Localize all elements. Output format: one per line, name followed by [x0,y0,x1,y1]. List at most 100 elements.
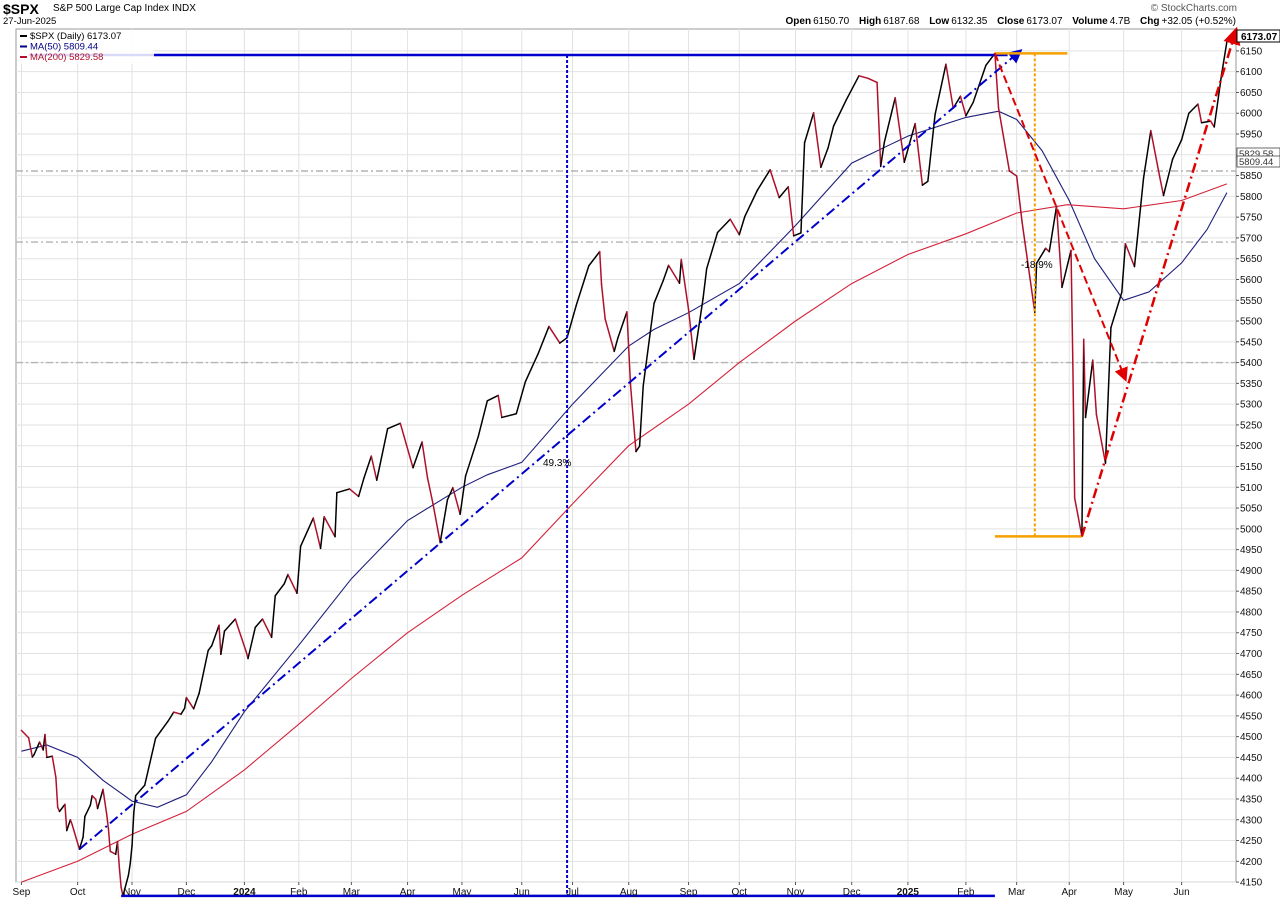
legend-entry: MA(50) 5809.44 [30,42,98,53]
price-segment-up [78,836,84,851]
price-segment-up [1104,326,1112,464]
price-segment-down [812,112,822,169]
price-segment-up [879,141,886,168]
price-segment-down [370,455,378,481]
y-tick-label: 5050 [1240,504,1263,515]
price-segment-down [27,737,34,758]
price-segment-up [58,803,66,813]
price-segment-up [154,730,162,740]
price-segment-up [1121,242,1127,294]
price-segment-down [1072,363,1076,499]
symbol-label: $SPX [3,1,39,17]
volume-value: 4.7B [1109,16,1131,27]
y-tick-label: 4800 [1240,607,1263,618]
price-segment-up [89,794,93,806]
price-segment-down [107,828,112,853]
price-segment-down [867,77,878,84]
price-segment-up [274,582,286,597]
price-segment-up [84,804,92,818]
chart-header: $SPX S&P 500 Large Cap Index INDX 27-Jun-… [0,0,1280,28]
price-segment-up [1142,129,1152,179]
chart-date: 27-Jun-2025 [3,16,57,27]
price-segment-up [1162,158,1174,197]
price-segment-up [133,794,137,814]
price-segment-up [827,125,835,149]
price-segment-down [687,308,695,361]
price-segment-up [1081,338,1085,538]
y-tick-label: 5200 [1240,441,1263,452]
low-value: 6132.35 [951,16,988,27]
price-segment-up [180,707,186,715]
price-segment-up [778,186,789,199]
x-tick-label: Sep [680,887,698,898]
price-segment-up [559,336,568,344]
price-segment-down [1095,413,1107,464]
price-segment-down [312,517,322,550]
price-segment-down [604,318,615,353]
rally-percent-label: 49.3% [543,458,571,469]
x-tick-label: Mar [343,887,361,898]
x-tick-label: Dec [178,887,196,898]
y-tick-label: 4450 [1240,753,1263,764]
price-segment-down [858,75,869,80]
price-segment-up [134,784,146,797]
price-segment-up [792,232,802,237]
volume-label: Volume [1072,16,1108,27]
price-segment-up [653,279,664,304]
x-tick-label: Oct [70,887,86,898]
y-tick-label: 6000 [1240,109,1263,120]
close-label: Close [997,16,1025,27]
ma50-tag-text: 5809.44 [1239,157,1273,168]
price-segment-up [972,64,987,104]
last-price-tag: 6173.07 [1236,29,1280,43]
price-segment-up [1171,139,1183,161]
price-segment-down [323,516,336,538]
price-segment-up [927,113,936,183]
y-tick-label: 4200 [1240,857,1263,868]
price-segment-down [729,218,741,236]
y-tick-label: 4850 [1240,587,1263,598]
y-tick-label: 5950 [1240,130,1263,141]
price-segment-up [296,545,302,595]
price-segment-down [1197,103,1203,124]
price-segment-up [662,264,670,282]
price-segment-down [287,573,298,595]
price-segment-down [399,422,414,469]
price-segment-up [1035,247,1047,265]
y-tick-label: 4750 [1240,628,1263,639]
stockcharts-logo[interactable]: © StockCharts.com [1150,3,1237,14]
x-tick-label: Jun [1174,887,1190,898]
price-segment-up [299,517,315,548]
price-segment-up [192,692,200,710]
plot-area[interactable] [15,28,1237,883]
price-segment-down [1150,129,1161,179]
y-tick-label: 4900 [1240,566,1263,577]
price-line [20,40,1228,897]
price-segment-down [769,169,780,199]
moving-averages [21,110,1228,883]
y-tick-label: 5250 [1240,420,1263,431]
price-segment-up [254,618,264,629]
price-segment-up [613,337,619,353]
price-segment-up [334,491,338,538]
x-tick-label: May [452,887,471,898]
price-segment-up [46,755,54,759]
y-tick-label: 4300 [1240,815,1263,826]
price-segment-down [997,107,1011,172]
price-segment-down [44,733,48,759]
price-segment-up [820,146,829,169]
price-segment-up [635,445,641,453]
price-segment-up [642,302,655,387]
price-segment-up [1133,177,1145,268]
price-segment-down [348,488,360,498]
price-segment-up [965,101,974,117]
price-segment-down [105,813,110,830]
price-segment-up [575,265,590,307]
price-segment-up [743,189,759,218]
price-segment-up [207,644,213,652]
price-segment-up [446,486,454,501]
price-segment-down [680,258,690,311]
price-segment-down [234,618,238,626]
